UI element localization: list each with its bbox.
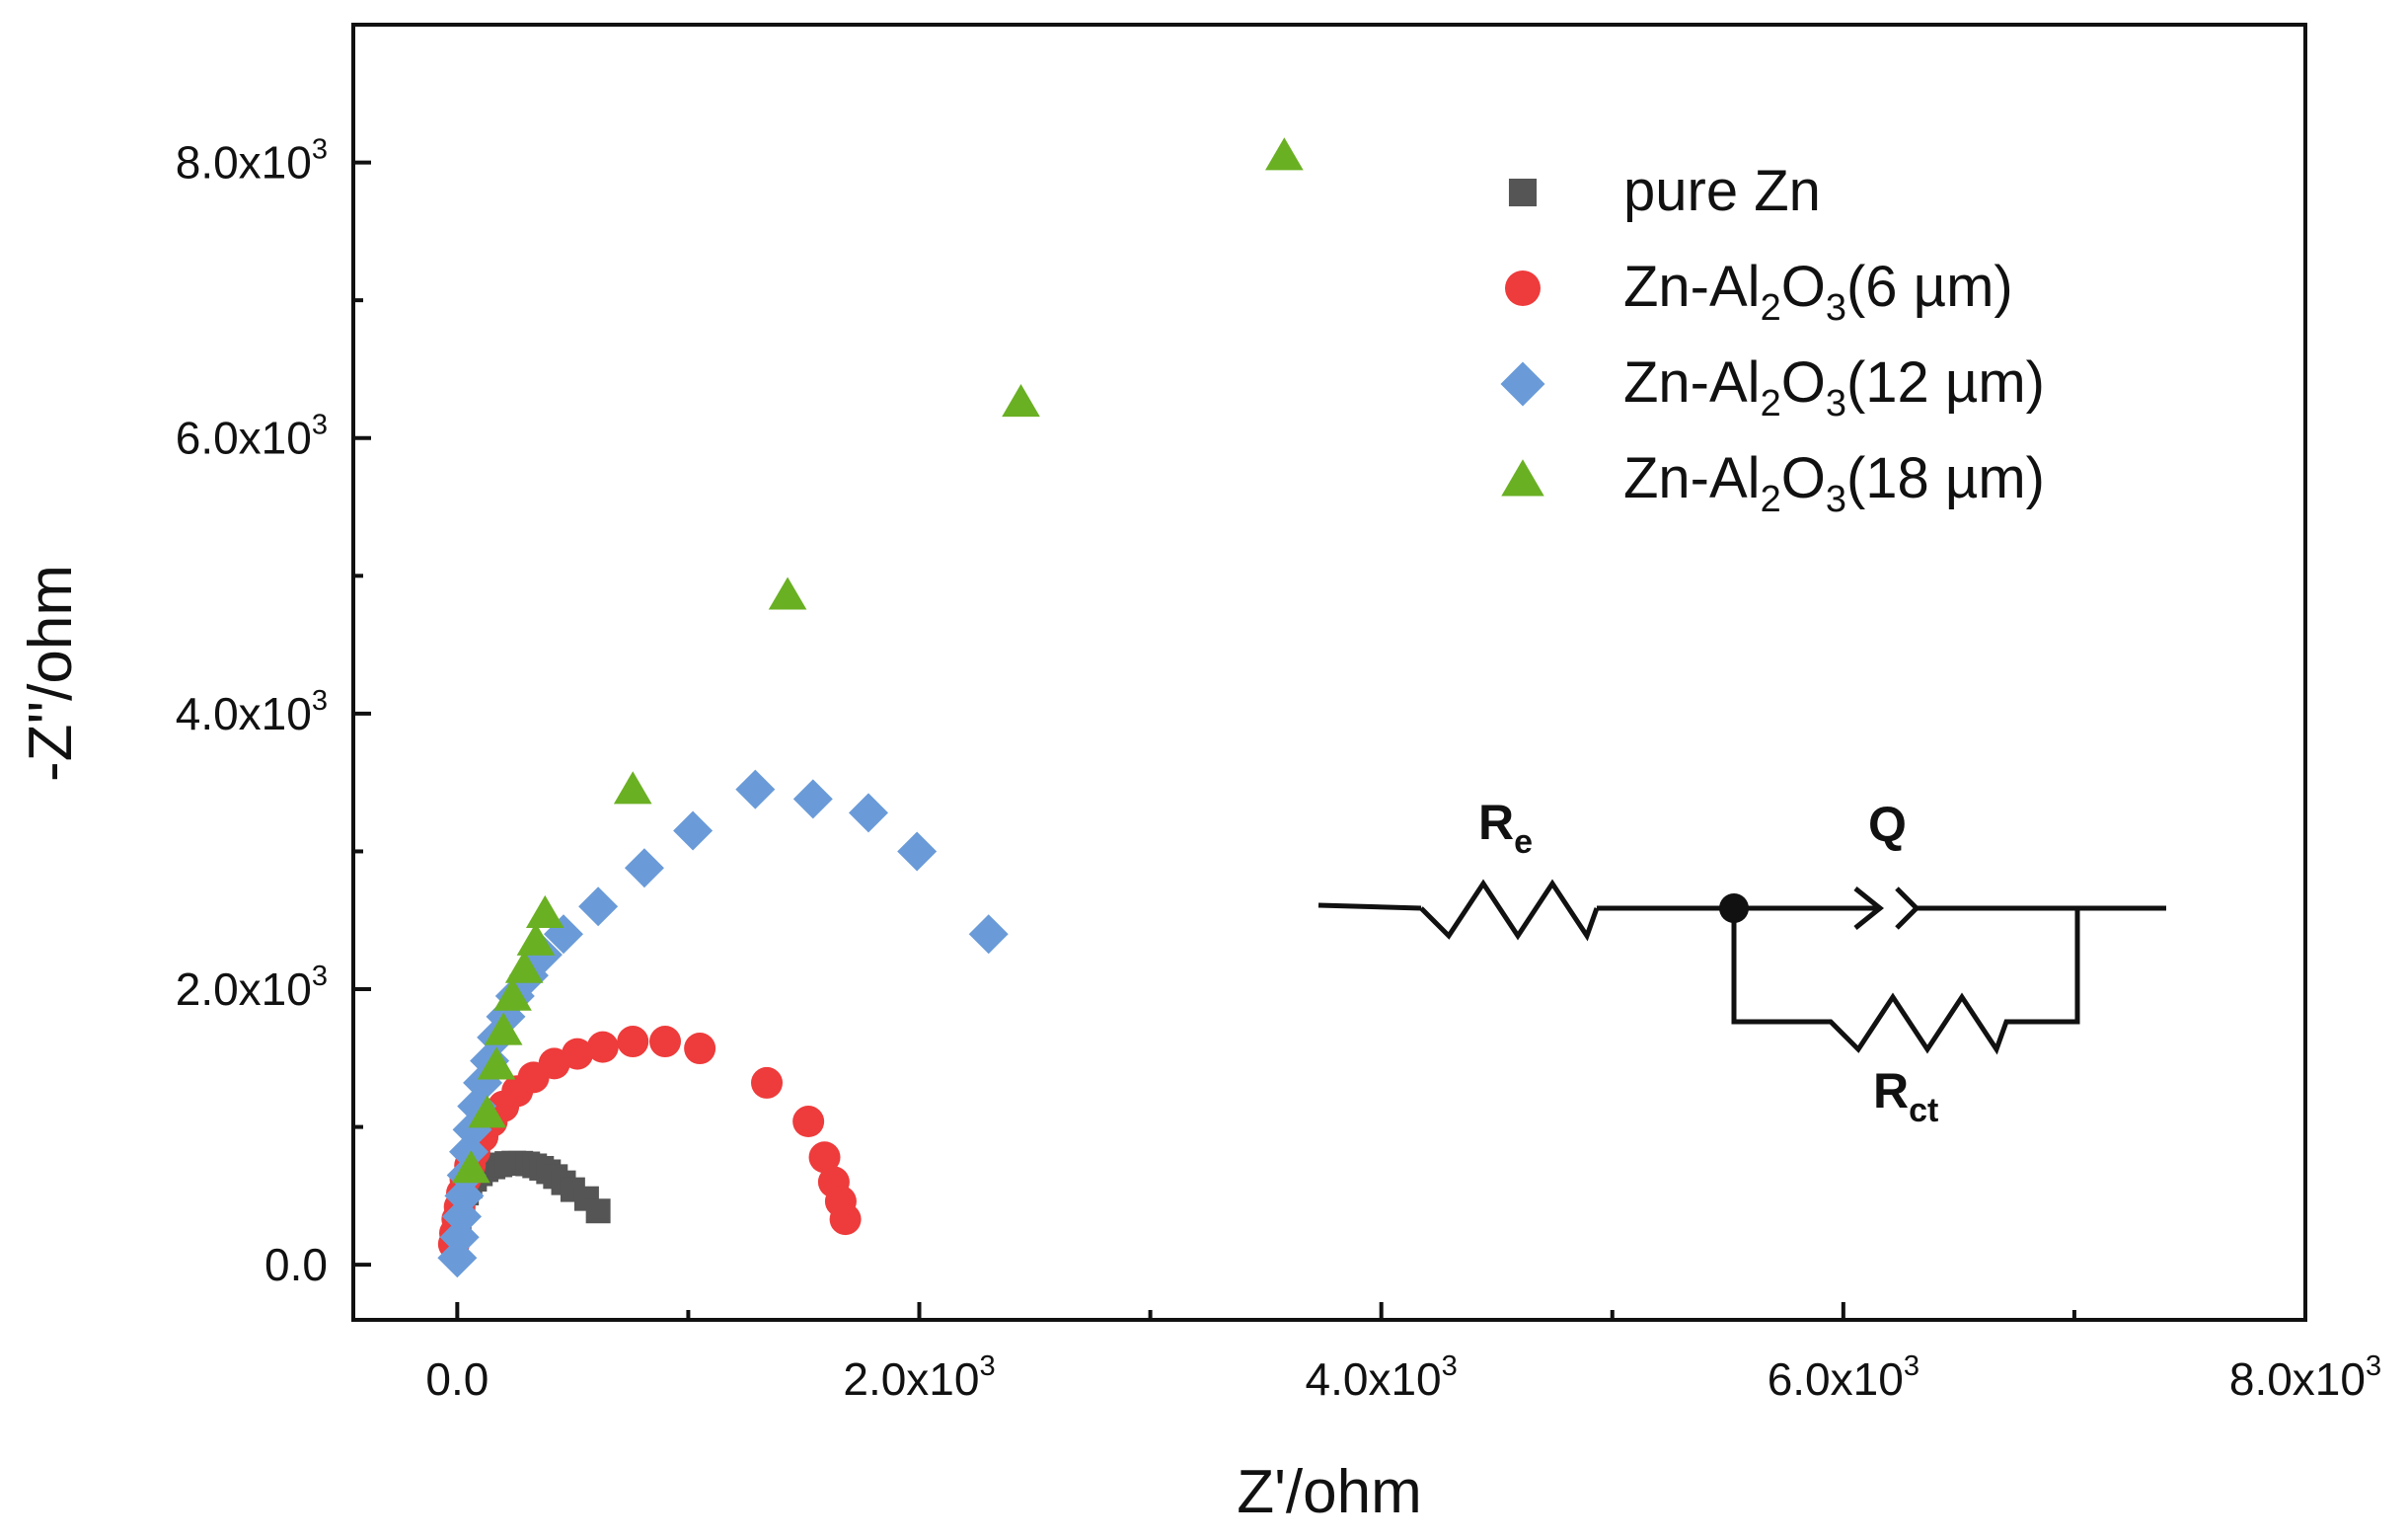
data-points (437, 137, 1304, 1278)
y-tick-label-4: 8.0x103 (176, 134, 328, 189)
legend-label-1: Zn-Al2O3(6 µm) (1623, 255, 2013, 329)
series-1-point-15 (586, 1031, 619, 1063)
legend-marker-2 (1500, 361, 1545, 407)
series-3-point-1 (468, 1095, 507, 1128)
y-tick-label-0: 0.0 (264, 1239, 328, 1290)
series-3-point-7 (525, 894, 564, 928)
re-label: Re (1478, 795, 1533, 861)
legend-label-2: Zn-Al2O3(12 µm) (1623, 350, 2045, 424)
series-3-point-6 (516, 922, 556, 956)
series-1-point-24 (829, 1203, 862, 1236)
x-tick-label-0: 0.0 (425, 1353, 489, 1405)
series-3-point-2 (477, 1046, 516, 1080)
cpe-q-symbol (1895, 886, 1920, 930)
legend-label-3: Zn-Al2O3(18 µm) (1623, 446, 2045, 520)
series-1-point-20 (792, 1106, 825, 1138)
y-tick-label-3: 6.0x103 (176, 410, 328, 464)
x-axis-title: Z'/ohm (1237, 1458, 1422, 1526)
y-tick-label-2: 4.0x103 (176, 685, 328, 739)
series-2-point-19 (735, 769, 776, 809)
series-2-point-21 (849, 793, 889, 833)
x-tick-label-3: 6.0x103 (1768, 1350, 1919, 1405)
legend-marker-1 (1505, 270, 1541, 306)
arrow-chevron (1853, 886, 1885, 930)
series-0-point-24 (585, 1198, 611, 1224)
circuit-junction-node (1719, 893, 1749, 923)
series-3 (452, 137, 1304, 1184)
axis-ticks (353, 160, 2307, 1320)
series-3-point-9 (768, 577, 807, 610)
series-3-point-0 (452, 1150, 490, 1184)
series-3-point-4 (493, 977, 532, 1011)
series-2-point-18 (673, 810, 714, 851)
series-3-point-10 (1002, 384, 1040, 418)
y-tick-label-1: 2.0x103 (176, 961, 328, 1015)
series-3-point-11 (1265, 137, 1304, 171)
series-2-point-17 (624, 848, 664, 888)
rct-label: Rct (1873, 1063, 1938, 1129)
series-1-point-14 (562, 1038, 594, 1070)
x-tick-label-2: 4.0x103 (1306, 1350, 1458, 1405)
series-2-point-16 (578, 886, 619, 927)
series-1-point-19 (751, 1066, 784, 1099)
legend-marker-3 (1501, 459, 1544, 497)
series-2 (437, 769, 1009, 1278)
series-1-point-17 (649, 1026, 682, 1058)
series-1-point-18 (684, 1033, 716, 1065)
circuit-wire-left (1317, 902, 1422, 911)
x-tick-label-1: 2.0x103 (843, 1350, 995, 1405)
legend-label-0: pure Zn (1623, 159, 1821, 223)
resistor-re-symbol (1419, 879, 1600, 942)
legend-marker-0 (1508, 178, 1538, 207)
y-axis-title: -Z''/ohm (17, 565, 85, 782)
series-2-point-23 (968, 914, 1009, 955)
q-label: Q (1868, 797, 1907, 852)
series-3-point-8 (613, 771, 652, 805)
plot-frame (351, 23, 2307, 1322)
legend: pure Zn Zn-Al2O3(6 µm) Zn-Al2O3(12 µm) Zn-A… (1500, 159, 2045, 520)
equivalent-circuit: Re Q Rct (1317, 795, 2166, 1129)
tick-labels: 0.0 2.0x103 4.0x103 6.0x103 8.0x103 0.0 2.0x10… (176, 134, 2381, 1405)
series-3-point-3 (484, 1012, 523, 1045)
series-2-point-22 (897, 831, 938, 872)
x-tick-label-4: 8.0x103 (2229, 1350, 2381, 1405)
series-2-point-20 (792, 779, 833, 819)
series-1-point-21 (808, 1141, 841, 1174)
series-3-point-5 (504, 950, 544, 983)
circuit-parallel-branch (1731, 908, 2080, 1055)
series-1-point-16 (617, 1026, 649, 1058)
